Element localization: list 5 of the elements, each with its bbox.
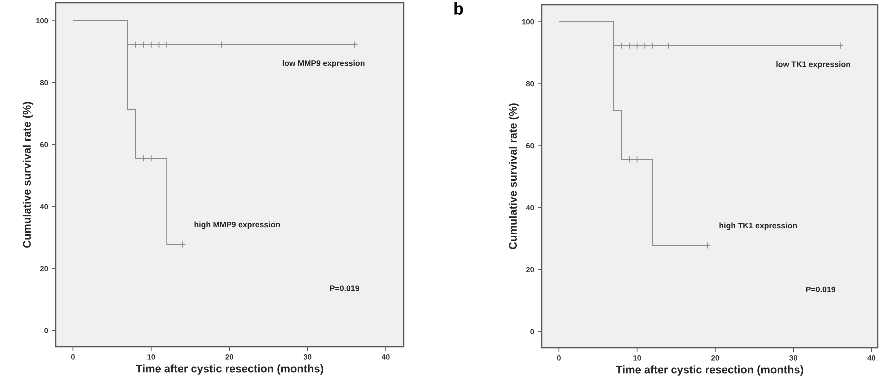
chart-title: b bbox=[454, 2, 464, 15]
y-axis-title: Cumulative survival rate (%) bbox=[22, 102, 34, 248]
x-axis-title: Time after cystic resection (months) bbox=[136, 364, 324, 375]
y-axis-title: Cumulative survival rate (%) bbox=[508, 104, 520, 250]
x-axis-title: Time after cystic resection (months) bbox=[616, 366, 804, 376]
